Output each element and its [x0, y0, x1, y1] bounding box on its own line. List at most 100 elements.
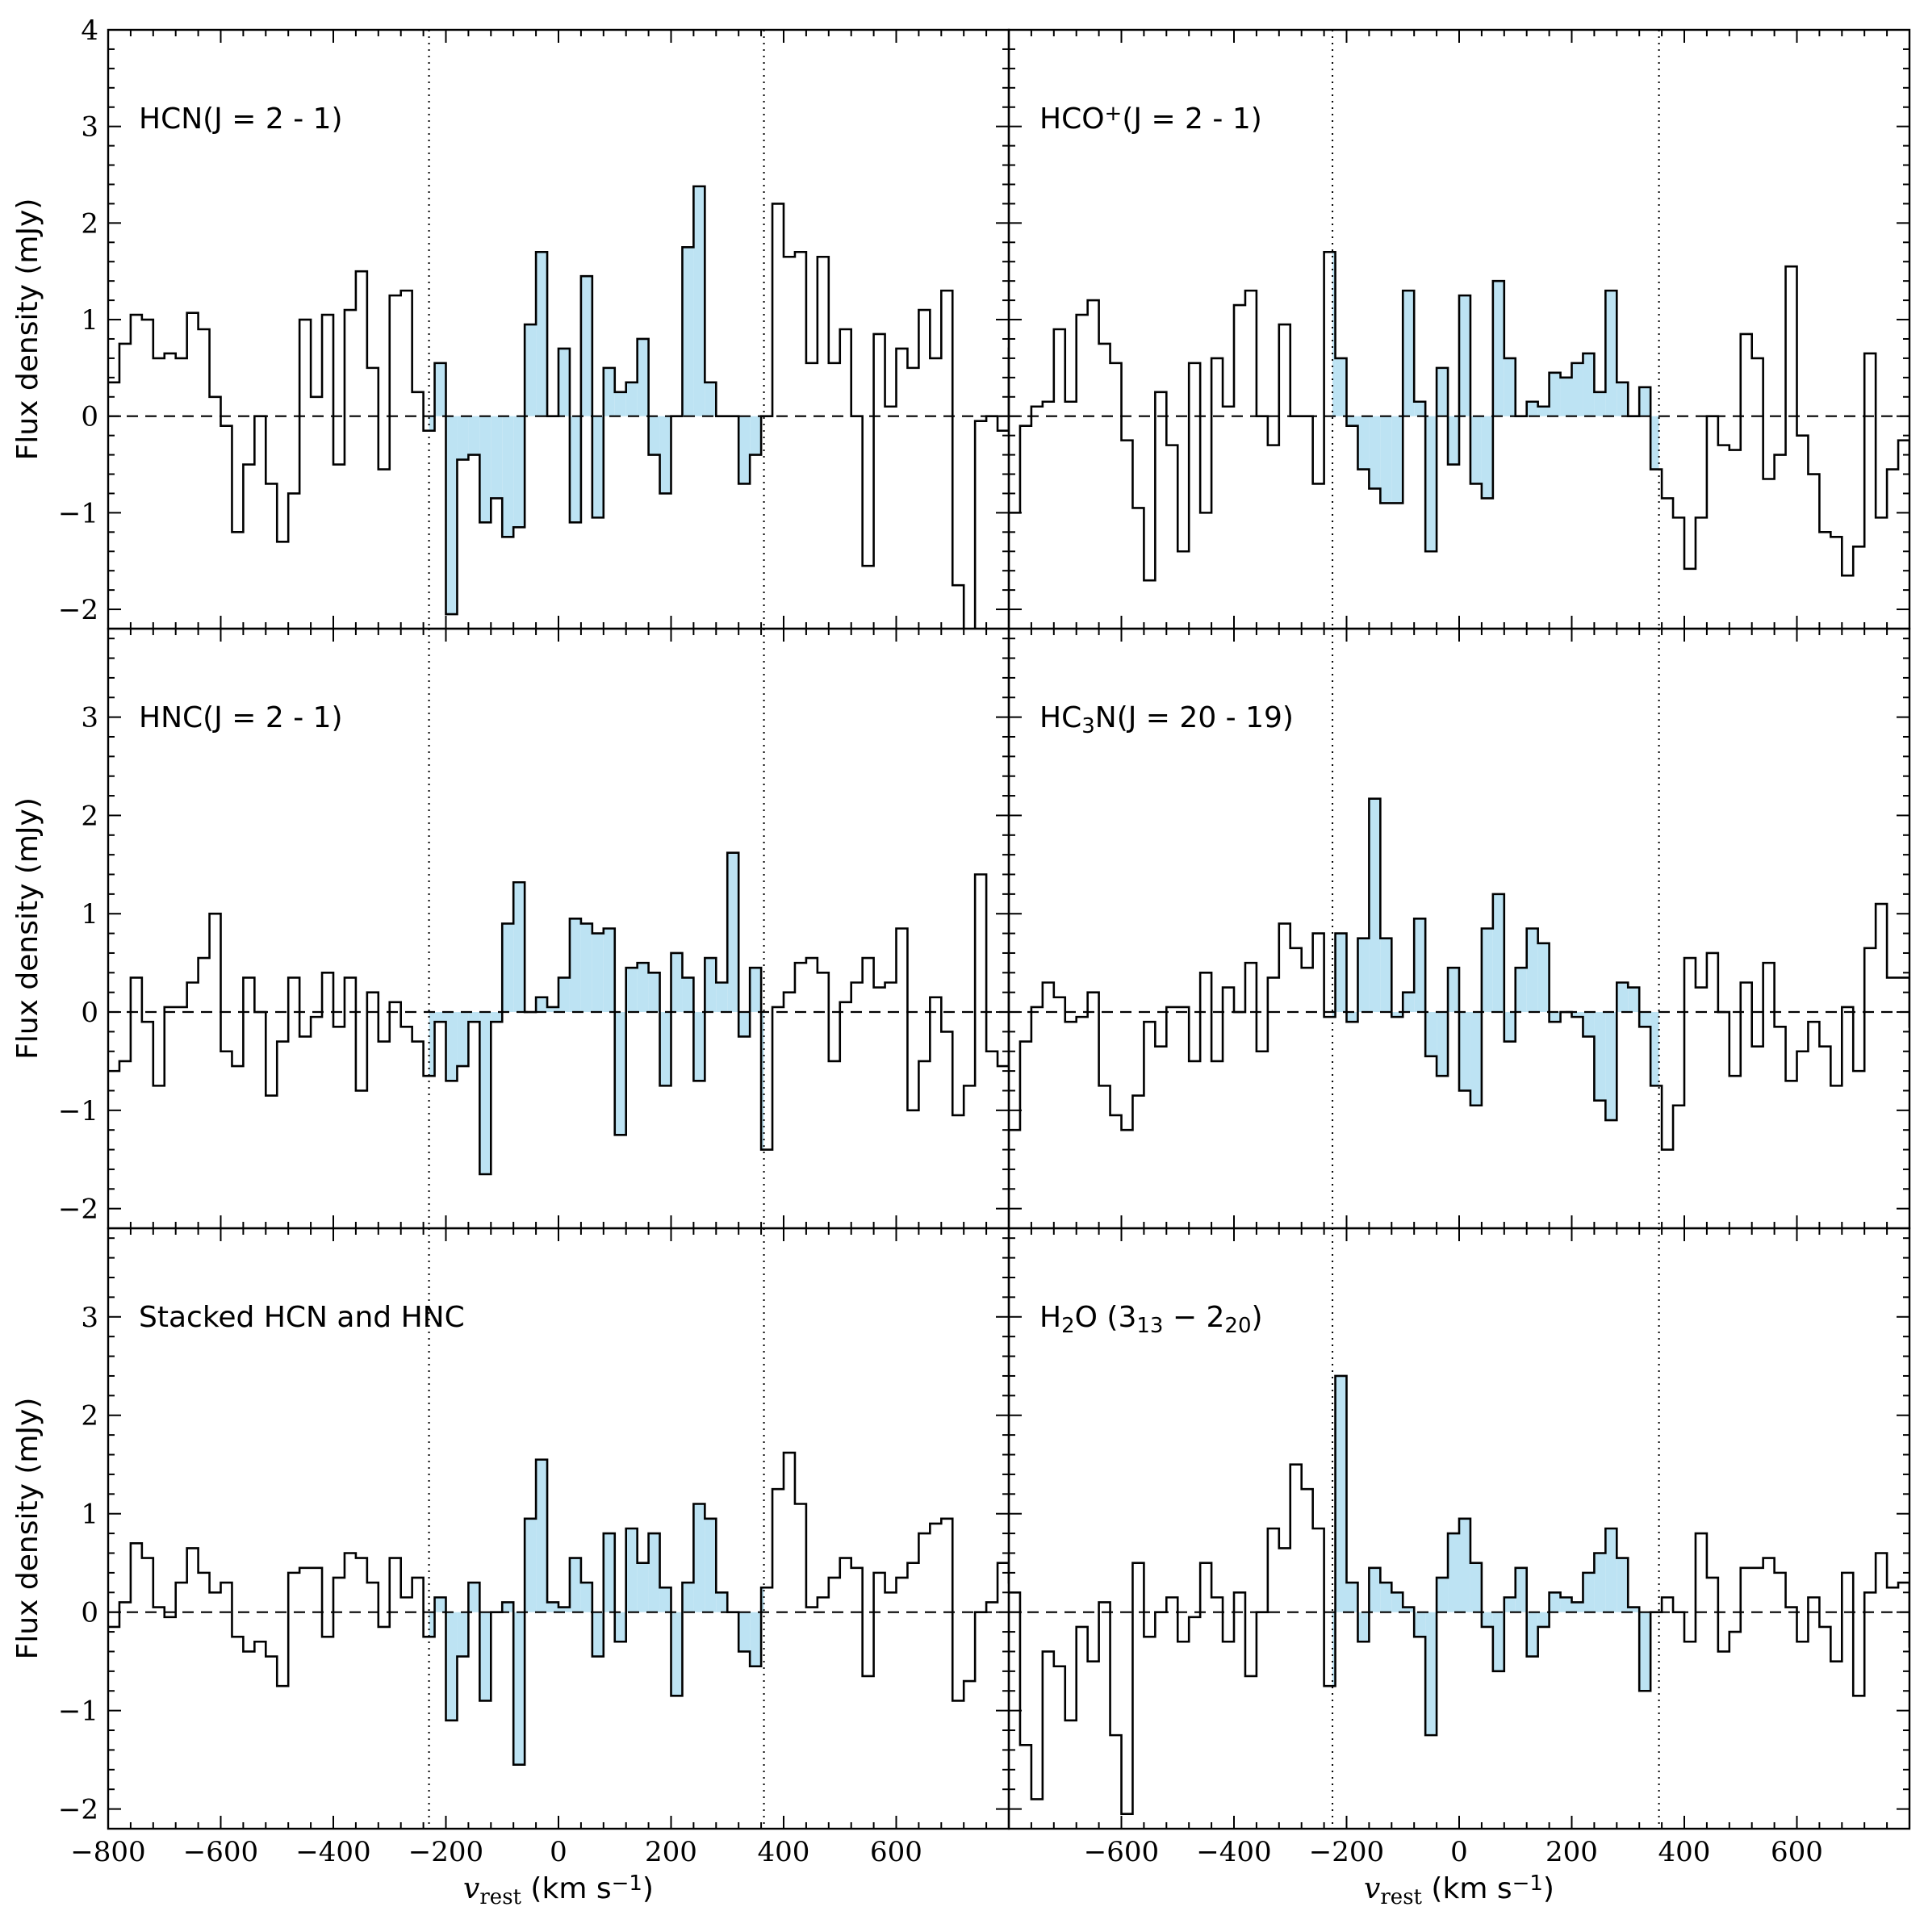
x-tick-label: 600 — [870, 1836, 922, 1868]
shaded-bin — [1448, 416, 1459, 465]
shaded-bin — [1605, 1528, 1617, 1612]
shaded-bin — [468, 1012, 480, 1022]
shaded-bin — [592, 933, 604, 1013]
shaded-bin — [682, 977, 694, 1013]
shaded-bin — [1650, 416, 1659, 470]
panel-title-part: H — [1039, 1301, 1061, 1334]
y-tick-label: −2 — [58, 1194, 98, 1226]
shaded-bin — [1380, 416, 1392, 504]
shaded-bin — [1425, 416, 1437, 552]
shaded-bin — [1504, 1597, 1516, 1612]
shaded-bin — [671, 952, 683, 1013]
y-tick-label: 0 — [81, 1597, 98, 1629]
panel-title: HC3N(J = 20 - 19) — [1039, 701, 1294, 738]
shaded-bin — [558, 348, 570, 416]
panel-title: H2O (313 − 220) — [1039, 1301, 1263, 1338]
panel-title-part: 13 — [1136, 1314, 1163, 1338]
y-tick-label: −1 — [58, 1095, 98, 1127]
shaded-bin — [1357, 416, 1370, 470]
x-axis-title-part: v — [463, 1872, 479, 1905]
shaded-bin — [445, 1012, 458, 1081]
shaded-bin — [1346, 1012, 1358, 1022]
shaded-bin — [457, 1612, 469, 1657]
shaded-bin — [1332, 252, 1336, 416]
shaded-bin — [1425, 1612, 1437, 1736]
shaded-bin — [1639, 1012, 1651, 1027]
shaded-bin — [569, 918, 581, 1013]
shaded-bin — [659, 1587, 671, 1612]
panel-plot-area — [108, 1228, 1009, 1829]
shaded-bin — [429, 1012, 435, 1077]
shaded-bin — [1537, 943, 1550, 1013]
shaded-bin — [1403, 291, 1415, 416]
shaded-bin — [1639, 387, 1651, 416]
x-tick-label: 0 — [1450, 1836, 1468, 1868]
shaded-bin — [1617, 1558, 1629, 1612]
panel-plot-area — [1009, 30, 1909, 629]
shaded-bin — [1583, 1572, 1595, 1612]
panel-title-part: HC — [1039, 701, 1081, 734]
shaded-bin — [1403, 992, 1415, 1013]
shaded-bin — [716, 982, 728, 1013]
x-tick-label: 600 — [1771, 1836, 1823, 1868]
x-tick-label: −800 — [70, 1836, 145, 1868]
shaded-bin — [1492, 1612, 1504, 1671]
shaded-bin — [1537, 1612, 1550, 1627]
shaded-bin — [738, 1012, 751, 1037]
shaded-bin — [625, 1528, 638, 1612]
shaded-bin — [1335, 1375, 1347, 1612]
panel-title-part: HNC(J = 2 - 1) — [139, 701, 343, 734]
shaded-bin — [659, 416, 671, 494]
panel-title-part: HCO — [1039, 102, 1105, 136]
shaded-bin — [468, 1583, 480, 1612]
panel-title-part: N(J = 20 - 19) — [1095, 701, 1294, 734]
shaded-bin — [502, 416, 514, 537]
shaded-bin — [1628, 987, 1640, 1013]
shaded-bin — [1448, 1533, 1459, 1612]
shaded-bin — [1617, 382, 1629, 416]
shaded-bin — [580, 923, 592, 1013]
shaded-bin — [1583, 353, 1595, 416]
y-tick-label: 1 — [81, 898, 98, 930]
shaded-bin — [1380, 1583, 1392, 1612]
y-axis-title: Flux density (mJy) — [11, 199, 44, 461]
panel-title-part: + — [1105, 102, 1123, 126]
shaded-bin — [648, 972, 660, 1013]
shaded-bin — [1617, 982, 1629, 1013]
shaded-bin — [1481, 928, 1493, 1013]
x-axis-title: vrest (km s−1) — [463, 1871, 654, 1909]
shaded-bin — [434, 362, 446, 416]
shaded-bin — [705, 382, 717, 416]
x-axis-title-part: ) — [642, 1872, 654, 1905]
shaded-bin — [1346, 416, 1358, 426]
shaded-bin — [1437, 367, 1449, 416]
shaded-bin — [592, 416, 604, 518]
shaded-bin — [558, 1607, 570, 1612]
shaded-bin — [1571, 1012, 1583, 1018]
y-tick-label: 3 — [81, 111, 98, 144]
shaded-bin — [491, 416, 503, 499]
shaded-bin — [1391, 1012, 1403, 1018]
x-axis-title-part: (km s — [1422, 1872, 1512, 1905]
shaded-bin — [738, 416, 751, 484]
spectrum-step-line — [108, 185, 1009, 629]
shaded-bin — [536, 997, 548, 1013]
shaded-bin — [1481, 1612, 1493, 1627]
y-tick-label: −1 — [58, 497, 98, 529]
y-tick-label: −2 — [58, 594, 98, 626]
shaded-bin — [1639, 1612, 1651, 1692]
shaded-bin — [536, 1459, 548, 1612]
shaded-bin — [513, 1612, 525, 1765]
shaded-bin — [1492, 893, 1504, 1013]
shaded-bin — [1571, 362, 1583, 416]
shaded-bin — [1560, 377, 1572, 416]
shaded-bin — [536, 252, 548, 416]
shaded-bin — [502, 1602, 514, 1612]
shaded-bin — [502, 923, 514, 1013]
shaded-bin — [682, 1583, 694, 1612]
shaded-bin — [1391, 416, 1403, 504]
shaded-bin — [750, 968, 762, 1013]
